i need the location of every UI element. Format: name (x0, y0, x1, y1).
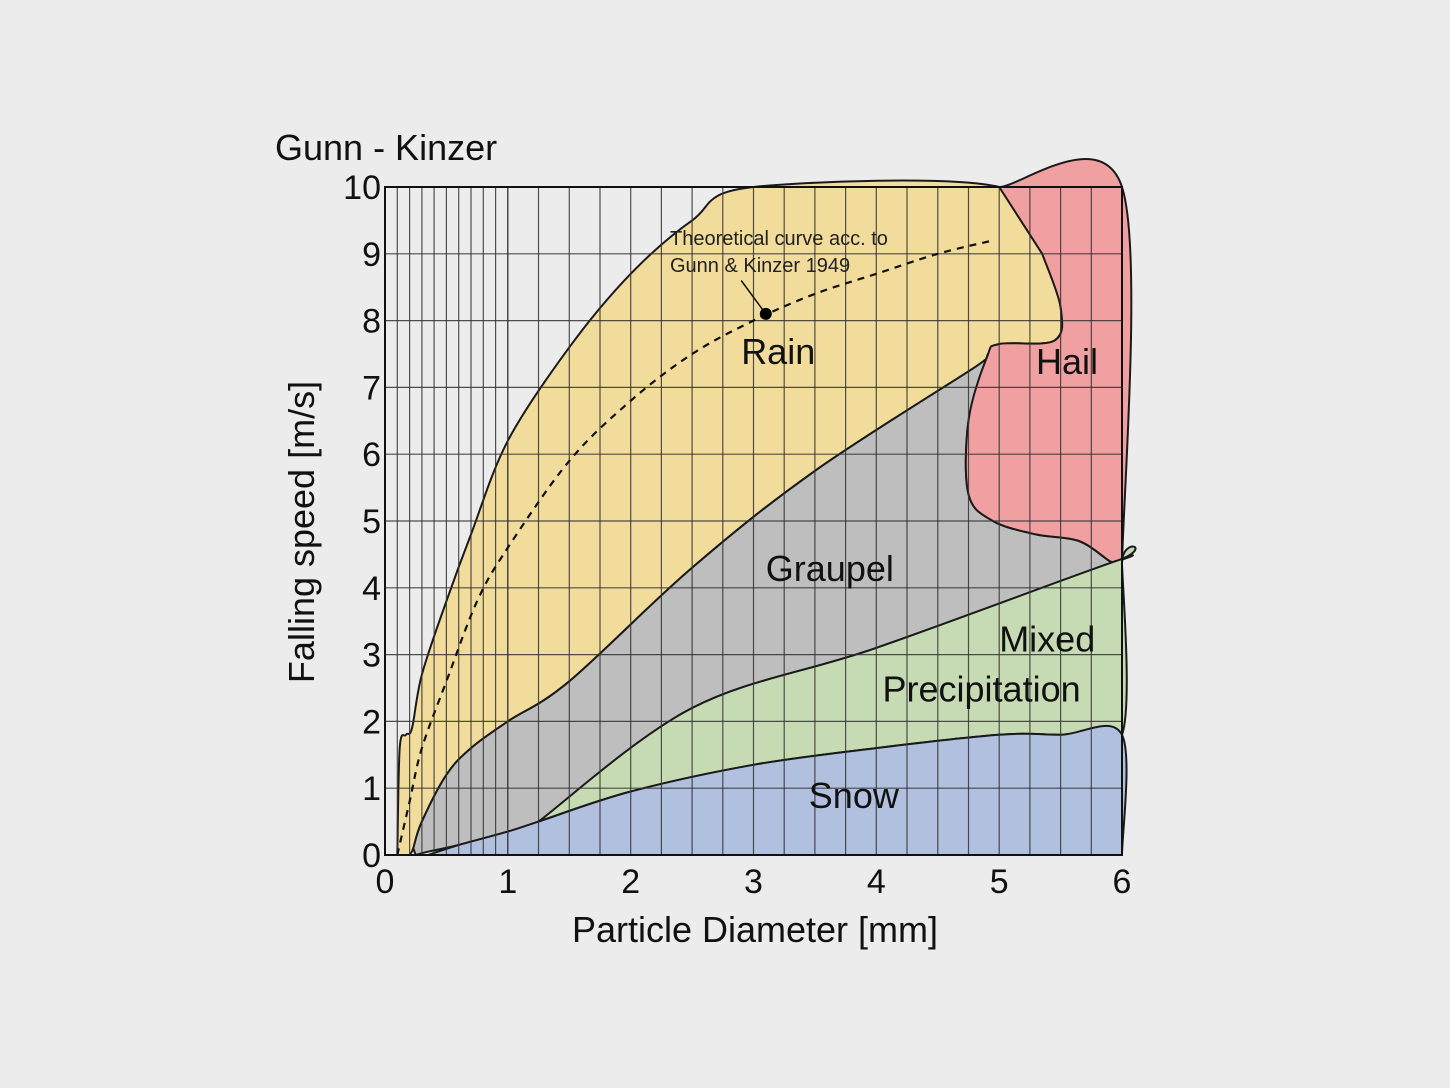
x-tick-label: 4 (867, 863, 886, 901)
theoretical-curve-label-line2: Gunn & Kinzer 1949 (670, 255, 850, 277)
x-tick-label: 2 (621, 863, 640, 901)
x-tick-label: 0 (376, 863, 395, 901)
region-label-mixed: Mixed (999, 618, 1095, 659)
theoretical-curve-line (396, 239, 994, 856)
plot-border (384, 186, 1123, 856)
region-labels: Rain Hail Graupel Mixed Precipitation Snow (741, 331, 1098, 816)
y-tick-label: 1 (362, 770, 381, 808)
y-tick-label: 2 (362, 703, 381, 741)
theoretical-curve-marker (759, 307, 772, 320)
y-tick-label: 9 (362, 236, 381, 274)
theoretical-curve (396, 239, 994, 856)
y-tick-label: 8 (362, 303, 381, 341)
y-tick-label: 0 (362, 837, 381, 875)
y-tick-label: 10 (343, 169, 381, 207)
region-label-graupel: Graupel (766, 548, 894, 589)
theoretical-curve-pointer (740, 280, 767, 315)
region-label-precipitation: Precipitation (883, 668, 1081, 709)
region-hail (964, 158, 1133, 593)
y-tick-label: 6 (362, 436, 381, 474)
y-tick-label: 5 (362, 503, 381, 541)
theoretical-curve-label-line1: Theoretical curve acc. to (670, 228, 888, 250)
x-axis-title: Particle Diameter [mm] (572, 909, 938, 950)
x-tick-label: 3 (744, 863, 763, 901)
y-tick-label: 4 (362, 570, 381, 608)
x-tick-labels: 0 1 2 3 4 5 6 (376, 863, 1132, 901)
y-tick-labels: 0 1 2 3 4 5 6 7 8 9 10 (343, 169, 381, 875)
y-axis-title: Falling speed [m/s] (281, 381, 322, 683)
plot-frame (384, 186, 1123, 856)
y-tick-label: 3 (362, 637, 381, 675)
x-tick-label: 6 (1113, 863, 1132, 901)
region-label-hail: Hail (1036, 341, 1098, 382)
region-label-snow: Snow (809, 775, 900, 816)
y-tick-label: 7 (362, 369, 381, 407)
region-label-rain: Rain (741, 331, 815, 372)
x-tick-label: 5 (990, 863, 1009, 901)
x-tick-label: 1 (498, 863, 517, 901)
chart-title: Gunn - Kinzer (275, 127, 497, 168)
